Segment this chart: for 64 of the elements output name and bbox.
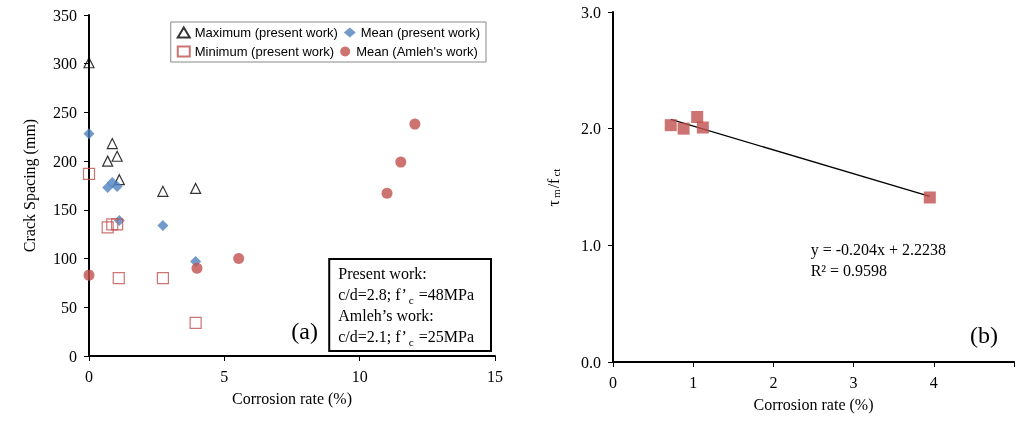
point	[189, 316, 202, 329]
point	[157, 185, 169, 197]
x-tick-label: 0	[609, 373, 617, 391]
point	[102, 181, 114, 193]
point	[111, 180, 123, 192]
point	[112, 271, 125, 285]
point	[395, 156, 407, 168]
point	[102, 155, 114, 167]
x-tick-label: 1	[689, 373, 698, 391]
x-axis-title: Corrosion rate (%)	[753, 395, 874, 414]
point	[157, 219, 169, 231]
point	[106, 138, 118, 150]
point	[101, 221, 114, 234]
y-tick-label: 3.0	[581, 3, 601, 21]
point	[83, 269, 95, 281]
point	[156, 271, 169, 285]
legend-label: Minimum (present work)	[194, 44, 335, 59]
x-tick-label: 2	[769, 373, 778, 391]
y-tick-label: 0.0	[581, 353, 601, 371]
annotation: (a)	[291, 318, 318, 344]
point	[696, 121, 709, 134]
annotation: Present work:	[338, 265, 427, 282]
annotation: Amleh’s work:	[338, 307, 434, 324]
y-tick-label: 1.0	[581, 236, 601, 254]
legend-label: Mean (present work)	[360, 25, 481, 40]
point	[409, 118, 421, 130]
point	[923, 191, 936, 204]
point	[233, 253, 245, 265]
legend-label: Mean (Amleh's work)	[356, 44, 478, 59]
point	[691, 111, 704, 123]
x-tick-label: 15	[487, 367, 503, 385]
y-axis-title: Crack Spacing (mm)	[20, 118, 39, 253]
legend-label: Maximum (present work)	[194, 25, 338, 40]
point	[111, 218, 124, 231]
x-tick-label: 10	[351, 367, 368, 385]
x-tick-label: 3	[849, 373, 858, 391]
point	[113, 174, 125, 186]
point	[677, 122, 690, 135]
y-tick-label: 50	[61, 298, 77, 316]
y-tick-label: 350	[53, 6, 77, 24]
point	[106, 218, 119, 231]
point	[191, 262, 203, 274]
y-tick-label: 2.0	[581, 120, 601, 138]
x-axis-title: Corrosion rate (%)	[232, 389, 352, 408]
x-tick-label: 4	[929, 373, 938, 391]
annotation: (b)	[970, 322, 998, 348]
point	[381, 187, 393, 199]
y-tick-label: 0	[69, 347, 77, 365]
point	[111, 150, 123, 162]
y-axis-title: τm/fct	[544, 167, 562, 207]
point	[83, 128, 95, 140]
point	[83, 57, 95, 69]
y-tick-label: 150	[53, 201, 77, 219]
y-tick-label: 200	[53, 152, 77, 170]
y-tick-label: 250	[53, 103, 77, 121]
point	[190, 182, 202, 195]
annotation: R² = 0.9598	[810, 262, 888, 279]
point	[664, 119, 677, 132]
x-tick-label: 5	[220, 367, 229, 385]
x-tick-label: 0	[85, 367, 93, 385]
y-tick-label: 100	[53, 250, 77, 268]
annotation: y = -0.204x + 2.2238	[810, 241, 946, 259]
point	[82, 167, 96, 180]
y-tick-label: 300	[53, 55, 77, 73]
